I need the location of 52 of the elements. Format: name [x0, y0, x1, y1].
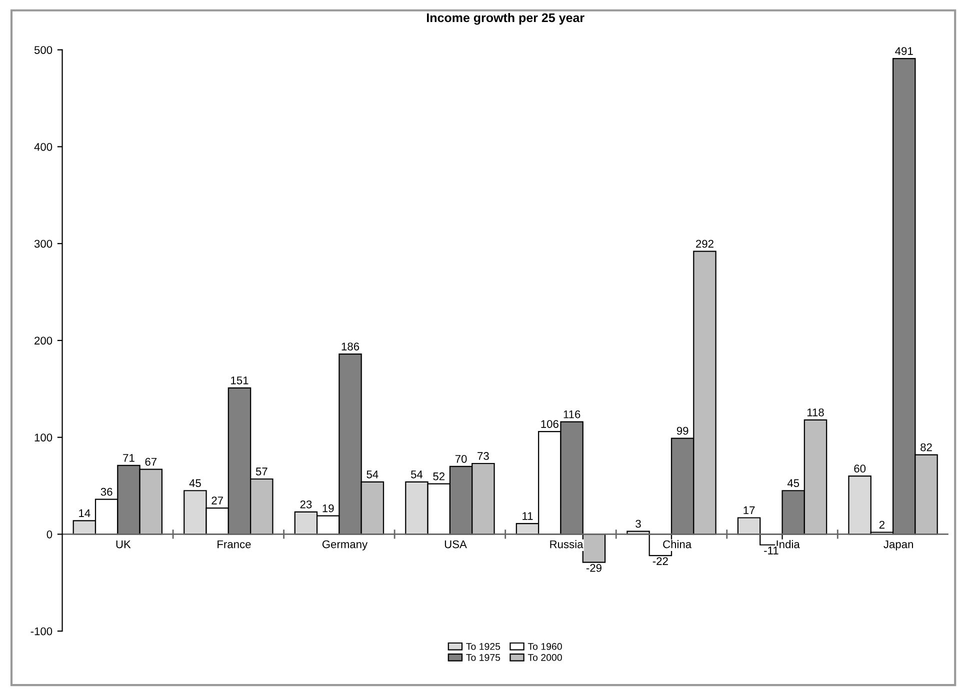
- legend-label: To 1960: [528, 643, 562, 650]
- data-label: 106: [541, 420, 558, 428]
- data-label: 54: [410, 470, 423, 478]
- data-label: 60: [854, 464, 866, 473]
- data-label: 52: [433, 472, 445, 480]
- legend-label: To 2000: [528, 654, 562, 661]
- y-tick-label: 400: [34, 142, 52, 151]
- data-label: 57: [256, 468, 268, 476]
- data-label: 67: [145, 458, 157, 466]
- data-label: 70: [455, 454, 467, 463]
- x-tick-label: India: [776, 540, 800, 548]
- data-label: 17: [744, 506, 755, 514]
- data-label: 118: [807, 408, 824, 416]
- data-label: 3: [636, 520, 641, 528]
- x-tick-label: Russia: [550, 540, 584, 548]
- data-label: 186: [342, 342, 360, 350]
- legend-label: To 1975: [466, 654, 500, 661]
- y-tick-label: 300: [34, 240, 52, 248]
- data-label: -22: [652, 557, 668, 565]
- data-label: 36: [100, 488, 112, 496]
- data-label: 27: [212, 496, 223, 504]
- y-tick-label: -100: [30, 627, 52, 636]
- data-label: 82: [920, 443, 932, 452]
- x-tick-label: UK: [116, 540, 131, 548]
- data-label: -29: [586, 564, 602, 572]
- data-label: 23: [300, 500, 312, 508]
- y-tick-label: 500: [34, 46, 52, 54]
- y-tick-label: 0: [46, 530, 52, 538]
- x-tick-label: China: [663, 540, 692, 548]
- data-label: 14: [79, 509, 90, 517]
- data-label: 491: [895, 47, 913, 55]
- data-label: 99: [676, 426, 688, 435]
- data-label: 116: [564, 410, 580, 418]
- data-label: 71: [123, 454, 134, 462]
- data-label: 151: [231, 376, 248, 384]
- legend-label: To 1925: [466, 643, 500, 650]
- x-tick-label: Germany: [322, 540, 368, 550]
- data-label: 292: [696, 240, 714, 248]
- x-tick-label: France: [218, 540, 251, 548]
- data-label: 2: [879, 520, 884, 529]
- data-label: 73: [478, 452, 489, 460]
- data-label: 45: [189, 479, 201, 488]
- data-label: 54: [366, 470, 378, 478]
- data-label: 11: [522, 512, 533, 520]
- y-tick-label: 200: [34, 336, 52, 345]
- data-label: 45: [787, 479, 800, 488]
- data-label: 19: [322, 504, 334, 512]
- chart-title: Income growth per 25 year: [426, 12, 584, 25]
- data-label: -11: [764, 546, 778, 554]
- x-tick-label: Japan: [884, 540, 913, 550]
- x-tick-label: USA: [444, 540, 467, 548]
- y-tick-label: 100: [34, 434, 52, 442]
